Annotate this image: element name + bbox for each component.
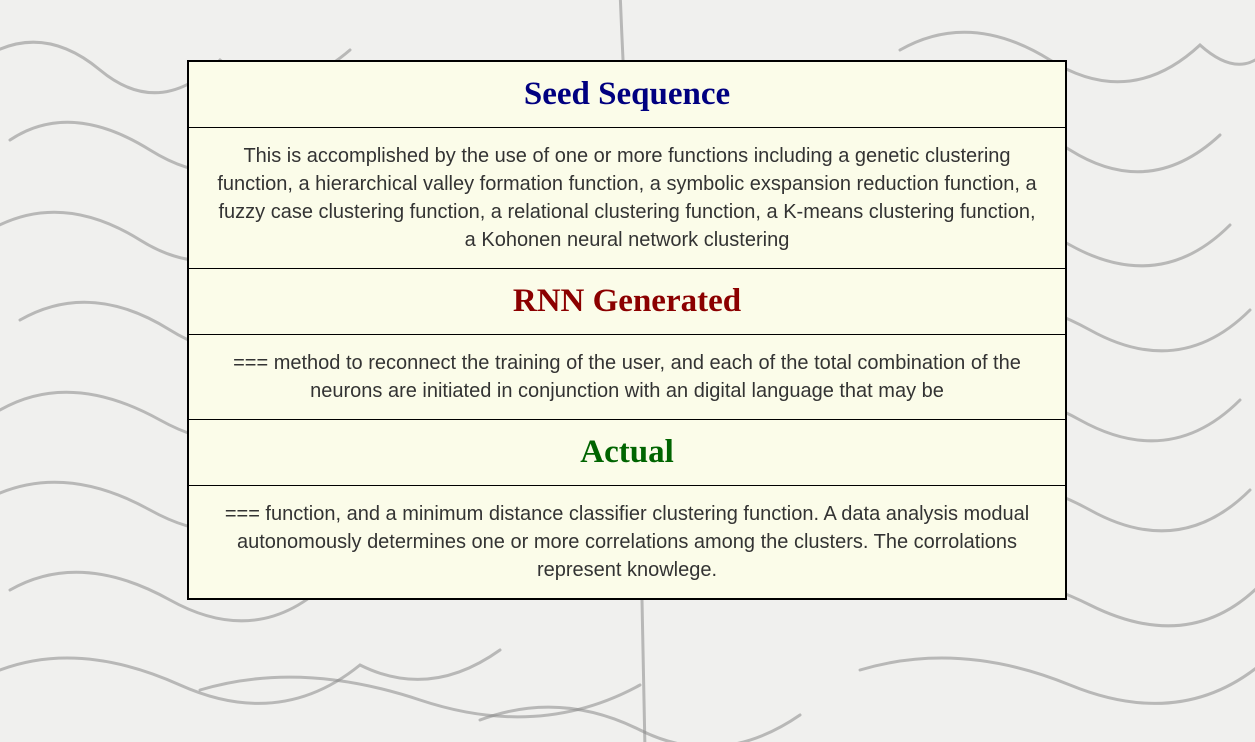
seed-sequence-header: Seed Sequence	[188, 61, 1066, 128]
seed-sequence-content: This is accomplished by the use of one o…	[188, 128, 1066, 269]
actual-header: Actual	[188, 420, 1066, 486]
comparison-table: Seed Sequence This is accomplished by th…	[187, 60, 1067, 600]
actual-content: === function, and a minimum distance cla…	[188, 486, 1066, 600]
rnn-generated-header: RNN Generated	[188, 269, 1066, 335]
rnn-generated-content: === method to reconnect the training of …	[188, 335, 1066, 420]
